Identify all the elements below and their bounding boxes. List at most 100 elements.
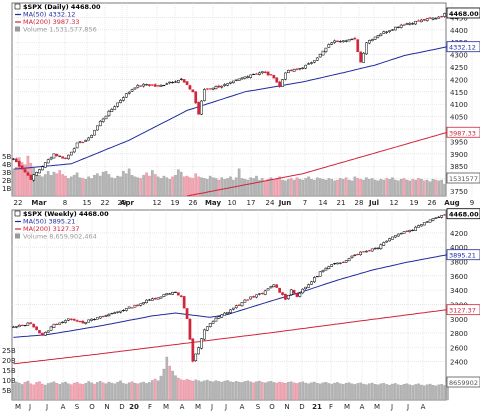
volume-bar xyxy=(168,365,171,401)
volume-bar xyxy=(61,174,64,197)
volume-bar xyxy=(252,382,255,401)
candle-body xyxy=(214,317,218,322)
volume-bar xyxy=(431,179,435,197)
candle-body xyxy=(191,89,195,93)
volume-bar xyxy=(405,179,409,197)
volume-bar xyxy=(136,383,140,401)
x-tick-label: 21 xyxy=(312,403,322,411)
volume-bar xyxy=(347,179,351,197)
volume-bar xyxy=(318,178,322,197)
candle-body xyxy=(437,216,441,218)
candle-body xyxy=(321,50,325,56)
volume-bar xyxy=(304,178,307,197)
volume-bar xyxy=(159,178,163,197)
volume-bar xyxy=(425,384,429,401)
candle-body xyxy=(52,323,56,328)
x-tick-label: A xyxy=(61,403,66,411)
volume-bar xyxy=(295,177,299,197)
volume-bar xyxy=(388,179,391,197)
candle-body xyxy=(278,81,281,87)
candle-body xyxy=(93,318,96,321)
volume-bar xyxy=(148,382,151,401)
candle-body xyxy=(179,78,183,80)
candle-body xyxy=(330,42,334,45)
candle-body xyxy=(150,298,154,301)
candle-body xyxy=(422,19,426,21)
candle-body xyxy=(17,160,21,167)
candle-body xyxy=(295,293,299,297)
x-tick-label: 7 xyxy=(303,199,307,207)
price-tag-label: 3895.21 xyxy=(449,252,476,260)
candle-body xyxy=(174,81,177,83)
candle-body xyxy=(139,303,143,306)
volume-bar xyxy=(55,383,59,401)
candle-body xyxy=(237,78,241,81)
volume-bar xyxy=(368,179,371,197)
x-tick-label: Jun xyxy=(278,199,292,207)
volume-bar xyxy=(437,384,441,401)
price-tag-box xyxy=(446,41,480,53)
volume-bar xyxy=(327,383,331,401)
volume-bar xyxy=(379,383,383,401)
candle-body xyxy=(136,304,140,306)
volume-bar xyxy=(313,381,316,401)
x-tick-label: M xyxy=(344,403,350,411)
candle-body xyxy=(84,140,88,142)
volume-bar xyxy=(20,162,24,197)
volume-bar xyxy=(258,380,261,401)
ma200-line xyxy=(13,309,448,365)
candle-body xyxy=(243,299,247,303)
volume-tick-label: 15B xyxy=(2,367,16,375)
candle-body xyxy=(269,74,273,76)
candle-body xyxy=(315,275,319,278)
candle-body xyxy=(12,326,15,328)
candle-body xyxy=(396,233,400,237)
candle-body xyxy=(234,305,238,309)
volume-bar xyxy=(23,382,27,401)
candle-body xyxy=(344,260,348,263)
candle-body xyxy=(174,291,177,293)
volume-bar xyxy=(206,179,209,197)
volume-bar xyxy=(217,179,221,197)
candle-body xyxy=(101,118,105,122)
volume-bar xyxy=(359,382,362,401)
x-tick-label: O xyxy=(269,403,275,411)
candle-body xyxy=(98,316,102,319)
candle-body xyxy=(96,317,99,320)
volume-bar xyxy=(98,175,102,197)
candle-body xyxy=(414,20,417,25)
y-tick-label: 3950 xyxy=(450,138,468,146)
y-tick-label: 4050 xyxy=(450,114,468,122)
volume-bar xyxy=(237,381,241,401)
volume-bar xyxy=(237,168,241,197)
x-tick-label: 12 xyxy=(390,199,399,207)
candle-body xyxy=(35,171,38,176)
volume-bar xyxy=(339,383,342,401)
volume-bar xyxy=(365,384,368,401)
volume-bar xyxy=(234,381,238,401)
candle-body xyxy=(93,130,96,136)
candle-body xyxy=(330,264,334,267)
plot-frame xyxy=(11,209,447,401)
candle-body xyxy=(188,85,192,90)
legend-swatch-volume xyxy=(15,26,20,32)
candle-body xyxy=(226,83,229,86)
volume-bar xyxy=(307,383,310,401)
volume-bar xyxy=(321,382,325,401)
candle-body xyxy=(116,311,119,313)
volume-bar xyxy=(396,384,400,401)
candle-body xyxy=(130,307,134,309)
legend-label-ma50: MA(50) 3895.21 xyxy=(23,218,75,226)
volume-bar xyxy=(122,383,125,401)
candle-body xyxy=(223,84,227,86)
volume-bar xyxy=(443,183,446,197)
candle-body xyxy=(142,302,145,305)
candle-body xyxy=(284,293,287,300)
candle-body xyxy=(373,248,377,250)
candle-body xyxy=(333,40,336,43)
volume-bar xyxy=(318,383,322,401)
volume-tick-label: 2B xyxy=(2,177,11,185)
volume-bar xyxy=(399,385,403,401)
volume-bar xyxy=(200,381,203,401)
